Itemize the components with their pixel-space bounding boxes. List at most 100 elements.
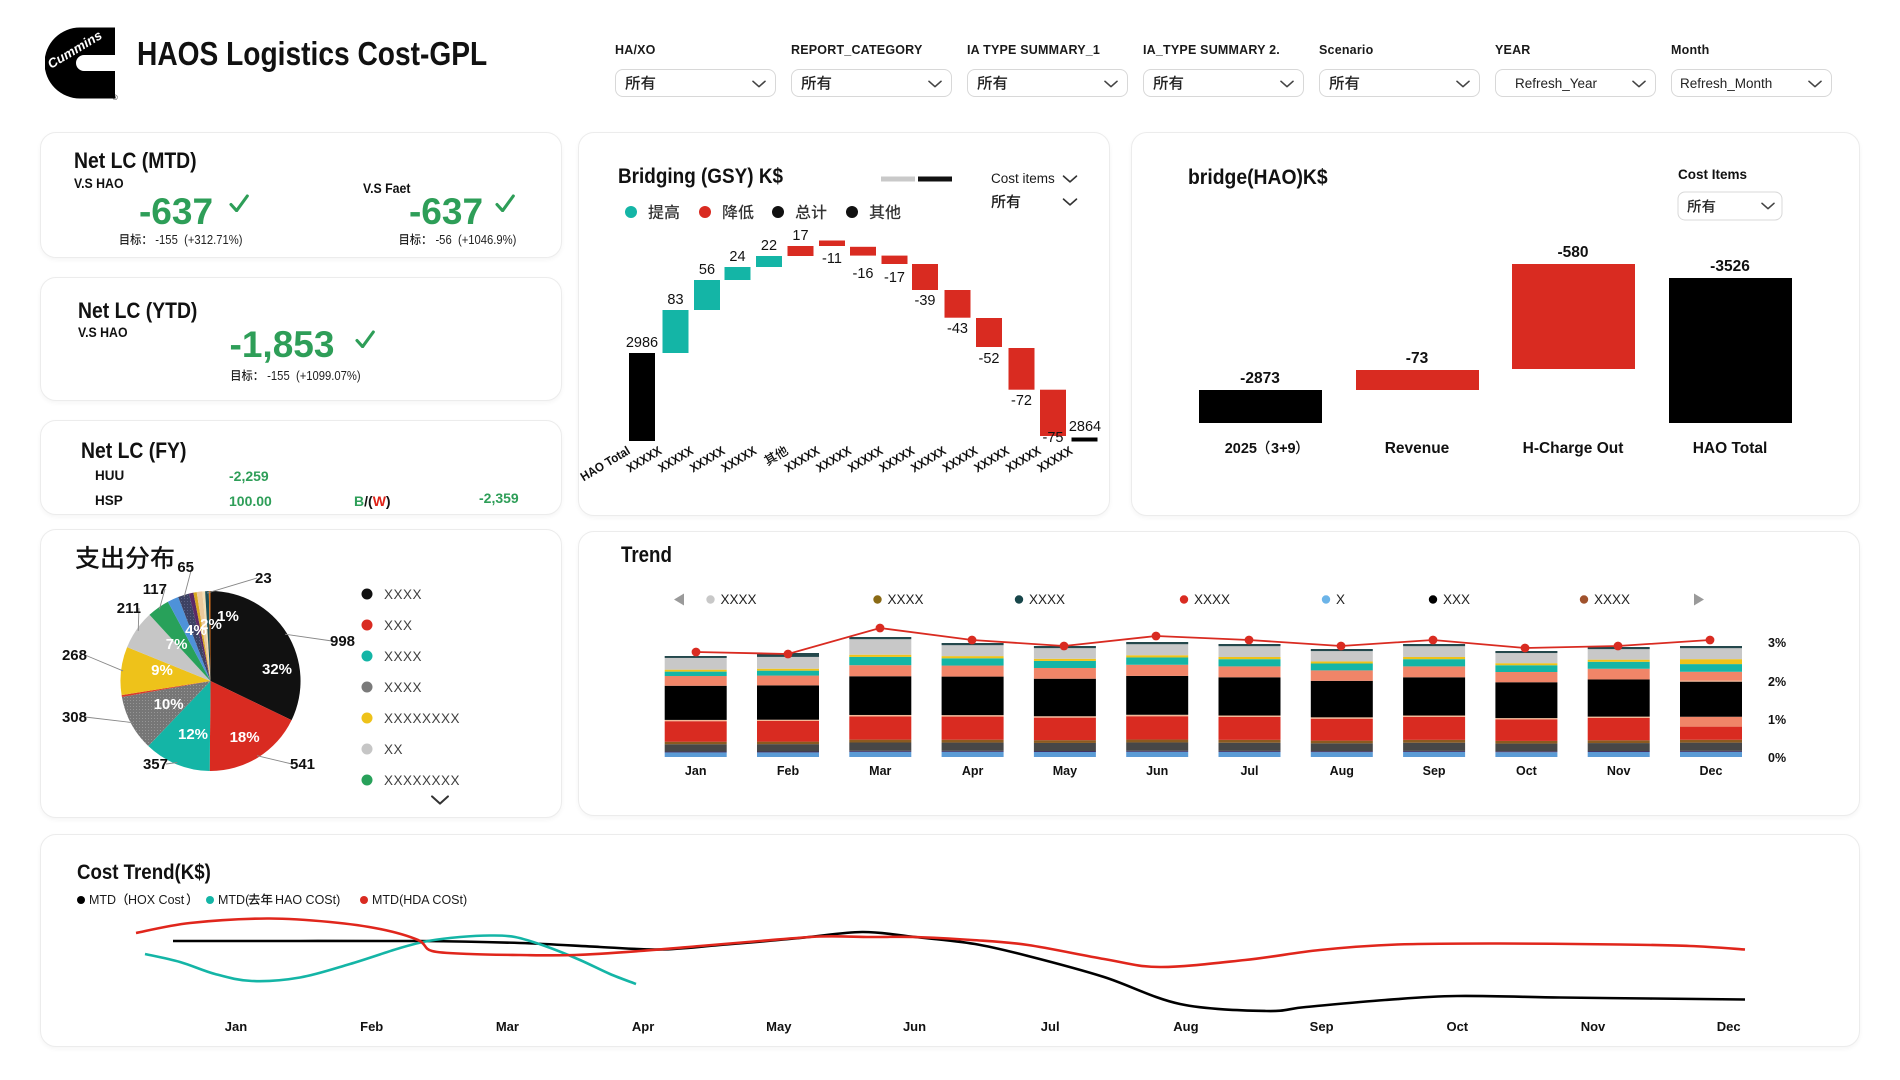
svg-text:Aug: Aug — [1173, 1019, 1198, 1034]
svg-text:7%: 7% — [166, 636, 188, 653]
svg-text:2025: 2025 — [1225, 441, 1257, 457]
svg-text:117: 117 — [143, 581, 167, 598]
svg-text:MTD(HDA COSt): MTD(HDA COSt) — [372, 893, 467, 907]
svg-text:Bridging (GSY) K$: Bridging (GSY) K$ — [618, 165, 783, 188]
svg-text:10%: 10% — [154, 696, 184, 713]
svg-text:MTD: MTD — [89, 893, 116, 907]
svg-text:65: 65 — [177, 559, 194, 576]
svg-text:Feb: Feb — [777, 764, 800, 778]
svg-text:H-Charge Out: H-Charge Out — [1523, 440, 1624, 457]
svg-text:998: 998 — [330, 633, 355, 650]
svg-text:XXXXX: XXXXX — [971, 443, 1011, 475]
svg-text:Jan: Jan — [685, 764, 707, 778]
svg-text:Jun: Jun — [903, 1019, 926, 1034]
svg-text:Revenue: Revenue — [1385, 440, 1450, 457]
svg-text:18%: 18% — [230, 729, 260, 746]
svg-text:May: May — [1053, 764, 1077, 778]
svg-text:-39: -39 — [915, 293, 936, 309]
svg-text:XXXXX: XXXXX — [655, 443, 695, 475]
svg-text:2%: 2% — [200, 616, 222, 633]
svg-text:22: 22 — [761, 238, 777, 254]
svg-text:-16: -16 — [853, 266, 874, 282]
svg-text:308: 308 — [62, 709, 87, 726]
svg-text:2986: 2986 — [626, 335, 658, 351]
svg-text:Cost items: Cost items — [991, 171, 1055, 186]
svg-text:32%: 32% — [262, 661, 292, 678]
svg-text:Cost Items: Cost Items — [1678, 167, 1747, 182]
svg-text:Cost Trend(K$): Cost Trend(K$) — [77, 861, 211, 884]
svg-text:Nov: Nov — [1581, 1019, 1606, 1034]
svg-text:HAO COSt): HAO COSt) — [275, 893, 340, 907]
svg-text:Oct: Oct — [1446, 1019, 1468, 1034]
svg-text:2864: 2864 — [1069, 419, 1101, 435]
svg-text:-11: -11 — [822, 251, 842, 267]
svg-text:Mar: Mar — [869, 764, 891, 778]
svg-text:Jan: Jan — [225, 1019, 247, 1034]
svg-text:-2873: -2873 — [1240, 370, 1280, 387]
svg-text:XXXX: XXXX — [888, 592, 924, 607]
svg-text:17: 17 — [792, 228, 808, 244]
svg-text:211: 211 — [117, 600, 141, 617]
svg-text:-580: -580 — [1557, 244, 1588, 261]
svg-text:XXXXX: XXXXX — [1003, 443, 1043, 475]
svg-text:HOX Cost: HOX Cost — [128, 893, 185, 907]
svg-text:83: 83 — [667, 292, 683, 308]
svg-text:268: 268 — [62, 647, 87, 664]
svg-text:-43: -43 — [947, 321, 968, 337]
svg-text:4%: 4% — [185, 622, 207, 639]
svg-text:Sep: Sep — [1423, 764, 1446, 778]
svg-text:XX: XX — [384, 742, 403, 757]
svg-text:Dec: Dec — [1700, 764, 1723, 778]
svg-text:0%: 0% — [1768, 751, 1786, 765]
svg-text:XXXXX: XXXXX — [845, 443, 885, 475]
svg-text:-75: -75 — [1043, 430, 1064, 446]
svg-text:1%: 1% — [1768, 713, 1786, 727]
svg-text:Feb: Feb — [360, 1019, 383, 1034]
svg-text:HAO Total: HAO Total — [1693, 440, 1768, 457]
svg-text:XXXXX: XXXXX — [877, 443, 917, 475]
svg-text:XXXX: XXXX — [384, 587, 422, 602]
svg-text:XXXXX: XXXXX — [687, 443, 727, 475]
svg-text:®: ® — [113, 94, 119, 101]
svg-text:Dec: Dec — [1717, 1019, 1741, 1034]
svg-text:56: 56 — [699, 262, 715, 278]
svg-text:Mar: Mar — [496, 1019, 519, 1034]
svg-text:-52: -52 — [979, 351, 1000, 367]
svg-text:1%: 1% — [217, 608, 239, 625]
svg-text:XXXX: XXXX — [1194, 592, 1230, 607]
svg-text:541: 541 — [290, 756, 315, 773]
svg-text:XXXXX: XXXXX — [782, 443, 822, 475]
svg-text:XXXXX: XXXXX — [624, 443, 664, 475]
svg-text:XXXX: XXXX — [384, 649, 422, 664]
svg-text:XXXX: XXXX — [721, 592, 757, 607]
svg-text:XXXX: XXXX — [1594, 592, 1630, 607]
svg-text:Apr: Apr — [632, 1019, 654, 1034]
svg-text:XXXXX: XXXXX — [719, 443, 759, 475]
svg-text:Oct: Oct — [1516, 764, 1538, 778]
svg-text:Jun: Jun — [1146, 764, 1168, 778]
svg-text:XXXXX: XXXXX — [908, 443, 948, 475]
svg-text:XXXXX: XXXXX — [1035, 443, 1075, 475]
svg-text:-72: -72 — [1011, 393, 1032, 409]
svg-text:X: X — [1336, 592, 1345, 607]
svg-text:-73: -73 — [1406, 350, 1429, 367]
svg-text:Sep: Sep — [1310, 1019, 1334, 1034]
svg-text:MTD(: MTD( — [218, 893, 250, 907]
svg-text:Nov: Nov — [1607, 764, 1631, 778]
svg-text:Jul: Jul — [1041, 1019, 1060, 1034]
svg-text:Apr: Apr — [962, 764, 984, 778]
svg-text:3%: 3% — [1768, 636, 1786, 650]
svg-text:9%: 9% — [151, 662, 173, 679]
svg-text:XXXXXXXX: XXXXXXXX — [384, 711, 460, 726]
svg-text:2%: 2% — [1768, 675, 1786, 689]
svg-text:Trend: Trend — [621, 544, 672, 568]
svg-text:XXXXXXXX: XXXXXXXX — [384, 773, 460, 788]
svg-text:Jul: Jul — [1240, 764, 1258, 778]
svg-text:XXXX: XXXX — [1029, 592, 1065, 607]
svg-text:23: 23 — [255, 570, 272, 587]
svg-text:Aug: Aug — [1330, 764, 1354, 778]
svg-text:12%: 12% — [178, 726, 208, 743]
svg-text:XXX: XXX — [1443, 592, 1470, 607]
svg-text:May: May — [766, 1019, 792, 1034]
svg-text:-3526: -3526 — [1710, 258, 1750, 275]
